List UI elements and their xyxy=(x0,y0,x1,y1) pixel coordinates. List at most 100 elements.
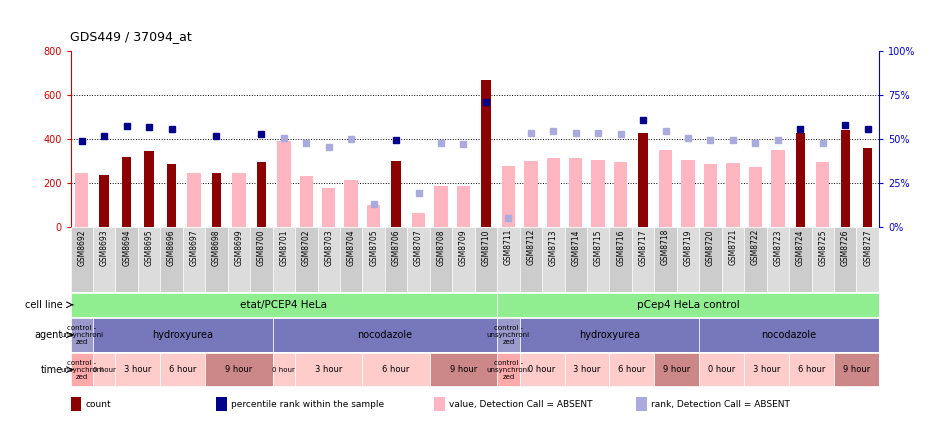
Text: control -
unsynchroni
zed: control - unsynchroni zed xyxy=(60,360,103,380)
Bar xyxy=(834,353,879,386)
Bar xyxy=(138,227,161,292)
Bar xyxy=(569,158,583,227)
Bar xyxy=(811,227,834,292)
Text: GSM8712: GSM8712 xyxy=(526,229,536,265)
Text: GSM8716: GSM8716 xyxy=(616,229,625,265)
Bar xyxy=(856,227,879,292)
Bar xyxy=(542,227,565,292)
Text: GSM8706: GSM8706 xyxy=(392,229,400,266)
Bar xyxy=(520,353,565,386)
Text: GSM8692: GSM8692 xyxy=(77,229,86,265)
Bar xyxy=(70,318,93,351)
Bar xyxy=(636,397,647,412)
Bar xyxy=(161,227,182,292)
Text: GSM8703: GSM8703 xyxy=(324,229,334,266)
Text: GSM8725: GSM8725 xyxy=(818,229,827,265)
Bar xyxy=(659,150,672,227)
Bar xyxy=(520,227,542,292)
Bar xyxy=(748,167,762,227)
Bar xyxy=(430,353,497,386)
Text: 6 hour: 6 hour xyxy=(619,365,646,374)
Text: 0 hour: 0 hour xyxy=(273,367,295,373)
Bar xyxy=(497,318,520,351)
Bar xyxy=(70,353,93,386)
Bar xyxy=(412,213,425,227)
Text: GSM8711: GSM8711 xyxy=(504,229,513,265)
Bar xyxy=(546,158,560,227)
Text: GSM8710: GSM8710 xyxy=(481,229,491,265)
Text: value, Detection Call = ABSENT: value, Detection Call = ABSENT xyxy=(448,400,592,409)
Text: GSM8707: GSM8707 xyxy=(414,229,423,266)
Bar xyxy=(322,187,336,227)
Text: GSM8702: GSM8702 xyxy=(302,229,311,265)
Text: GSM8704: GSM8704 xyxy=(347,229,355,266)
Bar xyxy=(497,227,520,292)
Text: GSM8723: GSM8723 xyxy=(774,229,782,265)
Bar xyxy=(318,227,340,292)
Text: GSM8724: GSM8724 xyxy=(796,229,805,265)
Text: 6 hour: 6 hour xyxy=(798,365,825,374)
Bar xyxy=(452,227,475,292)
Bar xyxy=(609,353,654,386)
Text: 0 hour: 0 hour xyxy=(528,365,556,374)
Text: GSM8715: GSM8715 xyxy=(594,229,603,265)
Text: 0 hour: 0 hour xyxy=(708,365,735,374)
Bar xyxy=(391,161,400,227)
Text: 3 hour: 3 hour xyxy=(753,365,780,374)
Text: GSM8718: GSM8718 xyxy=(661,229,670,265)
Text: 0 hour: 0 hour xyxy=(93,367,116,373)
Bar xyxy=(587,227,609,292)
Text: cell line: cell line xyxy=(24,300,62,310)
Bar xyxy=(632,227,654,292)
Bar xyxy=(525,161,538,227)
Bar xyxy=(257,162,266,227)
Text: rank, Detection Call = ABSENT: rank, Detection Call = ABSENT xyxy=(650,400,790,409)
Text: GSM8726: GSM8726 xyxy=(840,229,850,265)
Text: 6 hour: 6 hour xyxy=(383,365,410,374)
Text: 9 hour: 9 hour xyxy=(664,365,690,374)
Text: etat/PCEP4 HeLa: etat/PCEP4 HeLa xyxy=(241,300,327,310)
Bar xyxy=(638,132,648,227)
Bar xyxy=(520,318,699,351)
Bar xyxy=(216,397,227,412)
Text: GSM8695: GSM8695 xyxy=(145,229,153,266)
Bar xyxy=(497,353,520,386)
Text: pCep4 HeLa control: pCep4 HeLa control xyxy=(636,300,740,310)
Bar xyxy=(434,187,447,227)
Bar xyxy=(840,130,850,227)
Bar xyxy=(722,227,744,292)
Text: time: time xyxy=(40,365,62,374)
Bar xyxy=(767,227,789,292)
Bar xyxy=(93,318,273,351)
Text: 6 hour: 6 hour xyxy=(169,365,196,374)
Text: GSM8697: GSM8697 xyxy=(190,229,198,266)
Bar xyxy=(212,173,221,227)
Bar xyxy=(116,227,138,292)
Text: count: count xyxy=(85,400,111,409)
Text: GSM8696: GSM8696 xyxy=(167,229,176,266)
Bar xyxy=(70,397,81,412)
Text: GSM8719: GSM8719 xyxy=(683,229,693,265)
Text: control -
unsynchroni
zed: control - unsynchroni zed xyxy=(487,325,530,345)
Bar xyxy=(367,205,381,227)
Bar xyxy=(565,227,587,292)
Bar xyxy=(70,227,93,292)
Text: GSM8709: GSM8709 xyxy=(459,229,468,266)
Bar xyxy=(122,157,132,227)
Bar xyxy=(273,227,295,292)
Text: GSM8714: GSM8714 xyxy=(572,229,580,265)
Bar xyxy=(863,148,872,227)
Bar xyxy=(727,163,740,227)
Text: GSM8722: GSM8722 xyxy=(751,229,760,265)
Bar xyxy=(187,173,201,227)
Bar xyxy=(682,160,695,227)
Text: 3 hour: 3 hour xyxy=(124,365,151,374)
Bar xyxy=(70,293,497,317)
Text: GSM8700: GSM8700 xyxy=(257,229,266,266)
Bar xyxy=(93,227,116,292)
Bar xyxy=(227,227,250,292)
Bar xyxy=(100,175,109,227)
Bar xyxy=(295,353,363,386)
Bar xyxy=(609,227,632,292)
Bar xyxy=(795,132,805,227)
